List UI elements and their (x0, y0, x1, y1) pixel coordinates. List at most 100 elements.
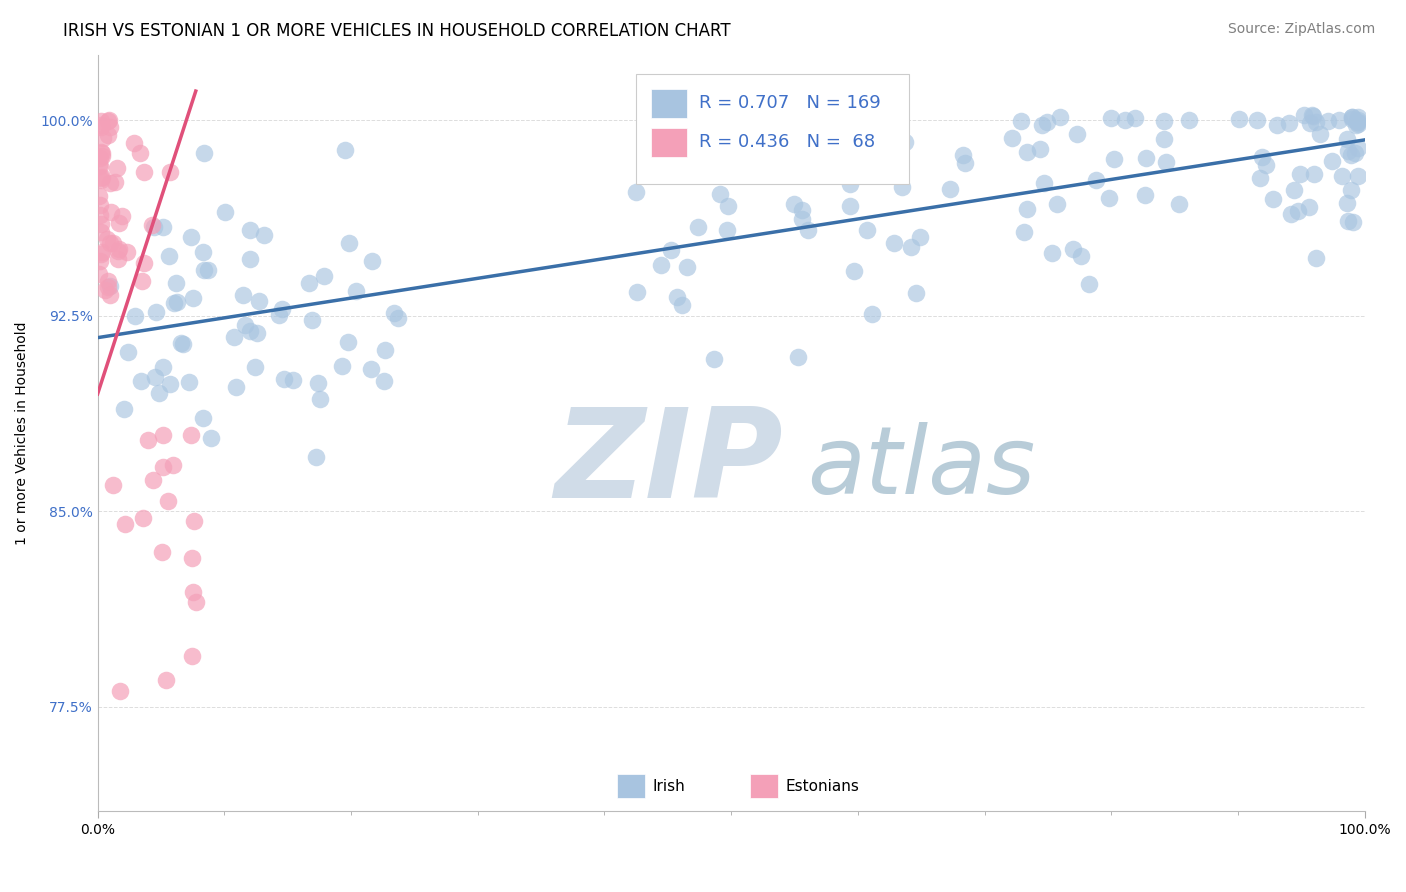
Estonians (104, 175, 127, 189)
Irish (179, 375, 201, 389)
Irish (1015, 145, 1038, 159)
Irish (891, 180, 914, 194)
Estonians (155, 673, 177, 687)
Irish (232, 288, 254, 302)
Irish (1032, 176, 1054, 190)
Irish (307, 376, 329, 390)
Estonians (108, 242, 131, 256)
Irish (270, 302, 292, 317)
Irish (1347, 110, 1369, 124)
Estonians (141, 218, 163, 232)
Estonians (90, 247, 112, 261)
Irish (1341, 215, 1364, 229)
Irish (281, 374, 304, 388)
Irish (1046, 197, 1069, 211)
Irish (1327, 113, 1350, 128)
Estonians (100, 205, 122, 219)
Irish (131, 374, 153, 388)
Irish (900, 240, 922, 254)
Irish (749, 131, 772, 145)
Irish (1303, 167, 1326, 181)
Irish (193, 146, 215, 161)
Estonians (132, 510, 155, 524)
Irish (1168, 197, 1191, 211)
Estonians (90, 145, 112, 159)
Irish (1346, 114, 1368, 128)
Estonians (97, 274, 120, 288)
Estonians (96, 232, 118, 246)
Irish (239, 252, 262, 266)
Irish (650, 258, 672, 272)
Irish (1123, 111, 1146, 125)
Irish (1347, 169, 1369, 183)
Irish (1154, 155, 1177, 169)
Estonians (162, 458, 184, 473)
Estonians (93, 283, 115, 297)
Irish (1031, 118, 1053, 132)
Irish (849, 134, 872, 148)
Estonians (108, 216, 131, 230)
Irish (894, 135, 917, 149)
Irish (145, 369, 167, 384)
Irish (1246, 112, 1268, 127)
Irish (360, 254, 382, 268)
Irish (1344, 146, 1367, 161)
Irish (1254, 158, 1277, 172)
Irish (666, 290, 689, 304)
Text: ZIP: ZIP (554, 403, 783, 524)
Irish (659, 243, 682, 257)
Irish (197, 263, 219, 277)
Irish (374, 343, 396, 357)
Estonians (180, 551, 202, 566)
Estonians (98, 235, 121, 250)
Irish (117, 345, 139, 359)
Irish (333, 143, 356, 157)
Bar (651, 89, 686, 118)
Irish (162, 296, 184, 310)
Estonians (97, 113, 120, 128)
Irish (309, 392, 332, 406)
Irish (1301, 108, 1323, 122)
Irish (1029, 143, 1052, 157)
Irish (165, 276, 187, 290)
Irish (382, 306, 405, 320)
Estonians (97, 279, 120, 293)
Estonians (152, 428, 174, 442)
Text: Source: ZipAtlas.com: Source: ZipAtlas.com (1227, 22, 1375, 37)
Irish (1336, 196, 1358, 211)
Estonians (90, 114, 112, 128)
Irish (1331, 169, 1354, 183)
Irish (298, 276, 321, 290)
Irish (904, 285, 927, 300)
Irish (301, 313, 323, 327)
Irish (624, 185, 647, 199)
Estonians (150, 545, 173, 559)
Irish (1135, 151, 1157, 165)
Irish (1302, 109, 1324, 123)
Irish (142, 220, 165, 235)
Estonians (97, 114, 120, 128)
Irish (1012, 225, 1035, 239)
Estonians (181, 584, 204, 599)
Estonians (90, 149, 112, 163)
Irish (787, 350, 810, 364)
Irish (245, 359, 267, 374)
Estonians (87, 158, 110, 172)
Irish (1261, 192, 1284, 206)
Text: R = 0.707   N = 169: R = 0.707 N = 169 (699, 94, 882, 112)
Irish (1078, 277, 1101, 292)
Irish (953, 155, 976, 169)
Irish (1070, 249, 1092, 263)
Irish (1299, 116, 1322, 130)
Irish (1265, 118, 1288, 132)
Irish (1347, 114, 1369, 128)
Irish (688, 219, 710, 234)
Estonians (108, 684, 131, 698)
Irish (883, 236, 905, 251)
Irish (233, 318, 256, 332)
Irish (1341, 110, 1364, 124)
Irish (1278, 115, 1301, 129)
Estonians (152, 459, 174, 474)
Irish (344, 284, 367, 298)
Estonians (91, 245, 114, 260)
